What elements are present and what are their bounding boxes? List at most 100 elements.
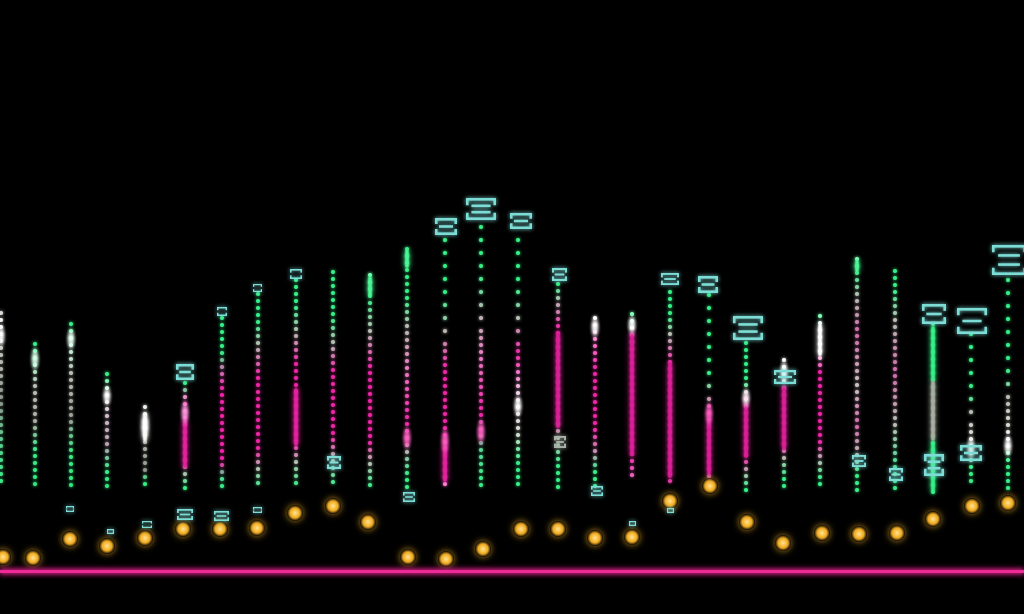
column-dot [968, 344, 974, 350]
column-dot [667, 352, 673, 358]
column-dot [293, 368, 299, 374]
column-dot [1005, 485, 1011, 491]
column-dot [968, 464, 974, 470]
column-dot [404, 337, 410, 343]
column-dot [68, 447, 74, 453]
column-dot [219, 350, 225, 356]
column-dot [442, 383, 448, 389]
column-dot [781, 483, 787, 489]
column-dot [629, 458, 635, 464]
column-dot [515, 446, 521, 452]
column-dot [442, 263, 448, 269]
column-dot [367, 363, 373, 369]
column-dot [968, 409, 974, 415]
column-beam [744, 403, 748, 458]
column-dot [68, 440, 74, 446]
column-dot [854, 361, 860, 367]
column-dot [32, 411, 38, 417]
bracket-stack-icon [290, 269, 302, 279]
column-dot [1005, 303, 1011, 309]
column-dot [219, 371, 225, 377]
column-beam [931, 326, 935, 381]
column-dot [1005, 478, 1011, 484]
column-dot [817, 439, 823, 445]
column-dot [442, 404, 448, 410]
column-dot [330, 367, 336, 373]
column-dot [592, 469, 598, 475]
column-dot [515, 355, 521, 361]
column-dot [0, 457, 4, 463]
column-dot [854, 403, 860, 409]
column-dot [968, 396, 974, 402]
column-dot [892, 436, 898, 442]
column-dot [404, 393, 410, 399]
column-dot [104, 476, 110, 482]
column-dot [968, 357, 974, 363]
column-dot [32, 439, 38, 445]
column-dot [854, 375, 860, 381]
bracket-stack-icon [924, 454, 944, 476]
column-dot [592, 406, 598, 412]
orange-note-dot [964, 498, 980, 514]
column-dot [478, 237, 484, 243]
column-dot [367, 314, 373, 320]
column-dot [854, 284, 860, 290]
column-dot [854, 291, 860, 297]
column-dot [404, 323, 410, 329]
column-dot [330, 437, 336, 443]
column-dot [892, 457, 898, 463]
column-dot [255, 291, 261, 297]
column-dot [255, 417, 261, 423]
column-dot [478, 224, 484, 230]
column-dot [293, 319, 299, 325]
column-dot [219, 462, 225, 468]
column-dot [667, 317, 673, 323]
bracket-stack-icon [733, 316, 763, 340]
column-dot [743, 375, 749, 381]
orange-note-dot [175, 521, 191, 537]
column-dot [219, 357, 225, 363]
column-dot [255, 305, 261, 311]
dot-column-3 [66, 321, 76, 489]
column-dot [404, 365, 410, 371]
column-dot [892, 380, 898, 386]
column-dot [442, 411, 448, 417]
column-dot [892, 338, 898, 344]
column-dot [478, 475, 484, 481]
column-dot [104, 413, 110, 419]
column-dot [892, 429, 898, 435]
column-dot [330, 318, 336, 324]
column-dot [367, 356, 373, 362]
column-dot [706, 370, 712, 376]
column-dot [555, 442, 561, 448]
column-dot [592, 462, 598, 468]
column-dot [478, 384, 484, 390]
column-dot [404, 358, 410, 364]
column-dot [367, 300, 373, 306]
dot-column-27 [966, 331, 976, 486]
column-dot [68, 321, 74, 327]
column-beam [294, 388, 298, 446]
column-glow [0, 323, 6, 349]
column-dot [330, 283, 336, 289]
column-dot [854, 431, 860, 437]
column-dot [404, 302, 410, 308]
column-dot [293, 452, 299, 458]
column-dot [592, 476, 598, 482]
column-dot [854, 466, 860, 472]
column-dot [404, 400, 410, 406]
column-dot [706, 344, 712, 350]
column-dot [515, 348, 521, 354]
bracket-stack-icon [554, 436, 566, 448]
column-dot [142, 467, 148, 473]
column-dot [555, 302, 561, 308]
column-beam [818, 324, 822, 356]
column-dot [219, 455, 225, 461]
column-dot [330, 346, 336, 352]
column-dot [892, 282, 898, 288]
column-dot [854, 347, 860, 353]
orange-note-dot [99, 538, 115, 554]
column-dot [182, 380, 188, 386]
column-dot [817, 313, 823, 319]
